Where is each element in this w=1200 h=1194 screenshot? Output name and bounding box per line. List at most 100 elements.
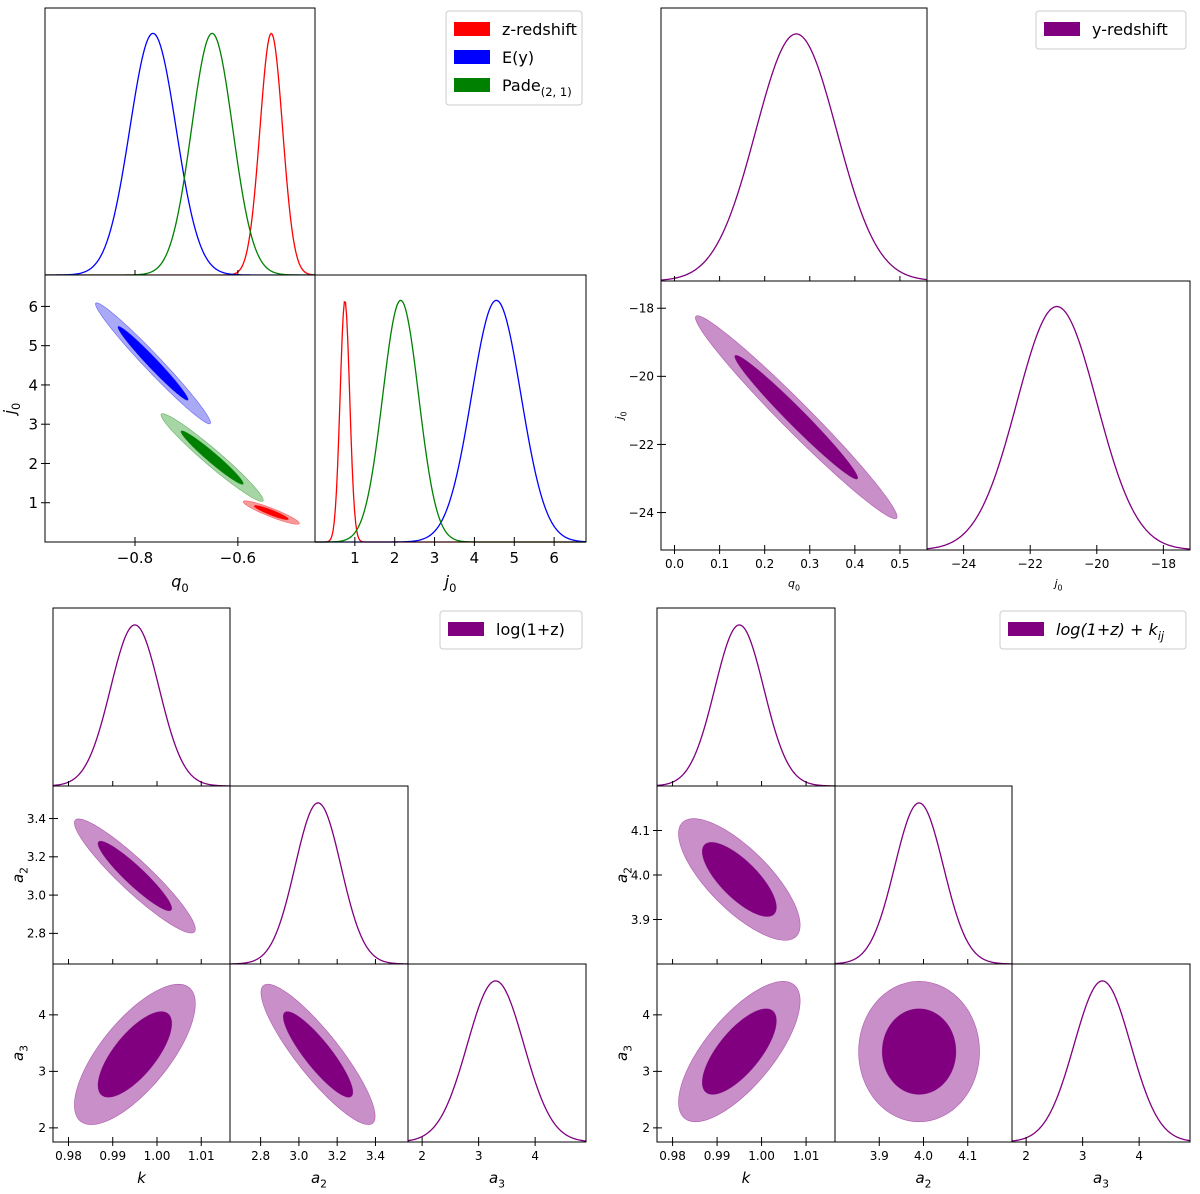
x-tick-label: 2 bbox=[390, 549, 400, 567]
cell-a3-k: 0.98 0.99 1.00 1.01 2 3 4 bbox=[38, 963, 231, 1163]
y-axis-label-a3: a3 bbox=[613, 1045, 635, 1061]
cell-j0-q0: 0.0 0.1 0.2 0.3 0.4 0.5 −24 −22 −20 −18 bbox=[629, 280, 928, 571]
legend-entry-0-sub: ij bbox=[1158, 629, 1165, 643]
y-tick-label: 4.1 bbox=[631, 824, 650, 838]
contour-68-purple bbox=[881, 1008, 957, 1095]
y-axis-label-a3-sub: 3 bbox=[622, 1045, 635, 1052]
y-axis-label-a2-sub: 2 bbox=[18, 867, 31, 874]
cell-frame bbox=[926, 280, 1191, 551]
x-tick-label: 3 bbox=[1079, 1149, 1087, 1163]
marginal-curve-purple-a2 bbox=[229, 802, 409, 965]
y-axis-label-a2-sub: 2 bbox=[622, 867, 635, 874]
y-axis-label-j0-main: j bbox=[0, 409, 19, 416]
x-tick-label: 1.01 bbox=[793, 1149, 820, 1163]
contour-68-purple bbox=[282, 1011, 354, 1098]
cell-bg bbox=[315, 275, 586, 542]
legend-entry-0: z-redshift bbox=[502, 20, 577, 39]
x-axis-label-a3-sub: 3 bbox=[1102, 1178, 1109, 1191]
x-tick-label: 0.5 bbox=[890, 557, 909, 571]
x-tick-label: 2.8 bbox=[251, 1149, 270, 1163]
legend-swatch-purple bbox=[1044, 22, 1080, 36]
contour-68-purple bbox=[701, 842, 777, 917]
cell-j0-q0: −0.8 −0.6 1 2 3 4 5 6 bbox=[28, 274, 316, 567]
y-tick-label: 4 bbox=[38, 1008, 46, 1022]
legend-top-left: z-redshift E(y) Pade(2, 1) bbox=[445, 10, 583, 106]
cell-j0-j0: −24 −22 −20 −18 bbox=[926, 280, 1191, 571]
x-axis-label-a2-main: a bbox=[311, 1169, 320, 1187]
x-tick-label: −0.6 bbox=[220, 549, 256, 567]
x-axis-label-k: k bbox=[742, 1169, 752, 1187]
y-axis-label-j0: j0 bbox=[0, 403, 23, 417]
x-tick-label: −22 bbox=[1018, 557, 1043, 571]
cell-a2-k: 3.9 4.0 4.1 bbox=[631, 785, 836, 968]
y-tick-label: 3.2 bbox=[27, 850, 46, 864]
legend-entry-0-main: z-redshift bbox=[502, 20, 577, 39]
contour-group bbox=[95, 302, 300, 525]
x-axis-label-a3-main: a bbox=[1093, 1169, 1102, 1187]
x-tick-label: 4 bbox=[531, 1149, 539, 1163]
x-axis-label-j0: j0 bbox=[443, 572, 457, 595]
cell-a3-a3: 2 3 4 bbox=[407, 963, 587, 1163]
legend-entry-2-sub: (2, 1) bbox=[541, 85, 572, 99]
y-axis-label-j0-main: j bbox=[613, 416, 626, 422]
cell-bg bbox=[53, 608, 230, 786]
x-tick-label: 4.1 bbox=[958, 1149, 977, 1163]
contour-group bbox=[858, 981, 980, 1123]
x-tick-label: 0.99 bbox=[99, 1149, 126, 1163]
x-axis-label-k-main: k bbox=[742, 1169, 752, 1187]
x-tick-label: 3.9 bbox=[870, 1149, 889, 1163]
cell-k-k bbox=[656, 607, 836, 790]
legend-frame bbox=[1035, 10, 1187, 50]
contour-group bbox=[74, 818, 196, 934]
x-tick-label: 1.01 bbox=[188, 1149, 215, 1163]
cell-j0-j0: 1 2 3 4 5 6 bbox=[314, 274, 587, 567]
x-tick-label: 1.00 bbox=[748, 1149, 775, 1163]
cell-k-k bbox=[52, 607, 231, 790]
legend-entry-0: log(1+z) bbox=[496, 620, 565, 639]
x-tick-label: 0.1 bbox=[710, 557, 729, 571]
cell-frame bbox=[407, 963, 587, 1143]
x-axis-label-q0: q0 bbox=[171, 572, 188, 595]
x-tick-label: 0.98 bbox=[659, 1149, 686, 1163]
legend-bottom-right: log(1+z) + kij bbox=[999, 610, 1187, 650]
y-axis-label-j0-sub: 0 bbox=[619, 411, 628, 416]
x-axis-label-j0: j0 bbox=[1052, 577, 1062, 592]
contour-68-purple bbox=[97, 840, 173, 912]
legend-entry-1: E(y) bbox=[502, 48, 534, 67]
y-tick-label: 2.8 bbox=[27, 927, 46, 941]
legend-entry-0-main: y-redshift bbox=[1092, 20, 1168, 39]
y-tick-label: 4 bbox=[642, 1008, 650, 1022]
y-tick-label: 4 bbox=[28, 376, 38, 394]
legend-entry-0-main: log(1+z) + k bbox=[1056, 620, 1158, 639]
triangle-panel-top-right: 0.0 0.1 0.2 0.3 0.4 0.5−24−22−20−18−24 −22 −20−… bbox=[613, 7, 1191, 592]
legend-frame bbox=[999, 610, 1187, 650]
x-axis-label-q0: q0 bbox=[788, 577, 800, 592]
y-tick-label: 6 bbox=[28, 298, 38, 316]
marginal-curve-purple-k bbox=[656, 624, 836, 787]
x-tick-label: 0.98 bbox=[55, 1149, 82, 1163]
marginal-curve-purple-a3 bbox=[407, 980, 587, 1142]
x-axis-label-q0-main: q bbox=[788, 577, 795, 590]
cell-bg bbox=[835, 786, 1012, 964]
x-axis-label-q0-sub: 0 bbox=[795, 583, 800, 592]
legend-top-right: y-redshift bbox=[1035, 10, 1187, 50]
x-axis-label-j0-main: j bbox=[443, 572, 450, 591]
y-tick-label: −22 bbox=[629, 438, 654, 452]
y-tick-label: 3 bbox=[28, 416, 38, 434]
marginal-curve-purple-j0 bbox=[926, 305, 1191, 550]
y-tick-label: 2 bbox=[28, 455, 38, 473]
y-tick-label: 4.0 bbox=[631, 868, 650, 882]
legend-entry-2-main: Pade bbox=[502, 76, 541, 95]
x-tick-label: 5 bbox=[509, 549, 519, 567]
marginal-curve-purple-a3 bbox=[1011, 980, 1191, 1142]
x-axis-label-q0-sub: 0 bbox=[181, 581, 188, 595]
x-axis-label-k-main: k bbox=[137, 1169, 147, 1187]
x-tick-label: −20 bbox=[1084, 557, 1109, 571]
y-tick-label: 2 bbox=[642, 1121, 650, 1135]
contour-68-purple bbox=[97, 1011, 173, 1098]
legend-swatch-blue bbox=[454, 50, 490, 64]
y-axis-label-j0-sub: 0 bbox=[9, 403, 23, 410]
cell-bg bbox=[927, 281, 1190, 550]
legend-swatch-purple bbox=[1008, 622, 1044, 636]
